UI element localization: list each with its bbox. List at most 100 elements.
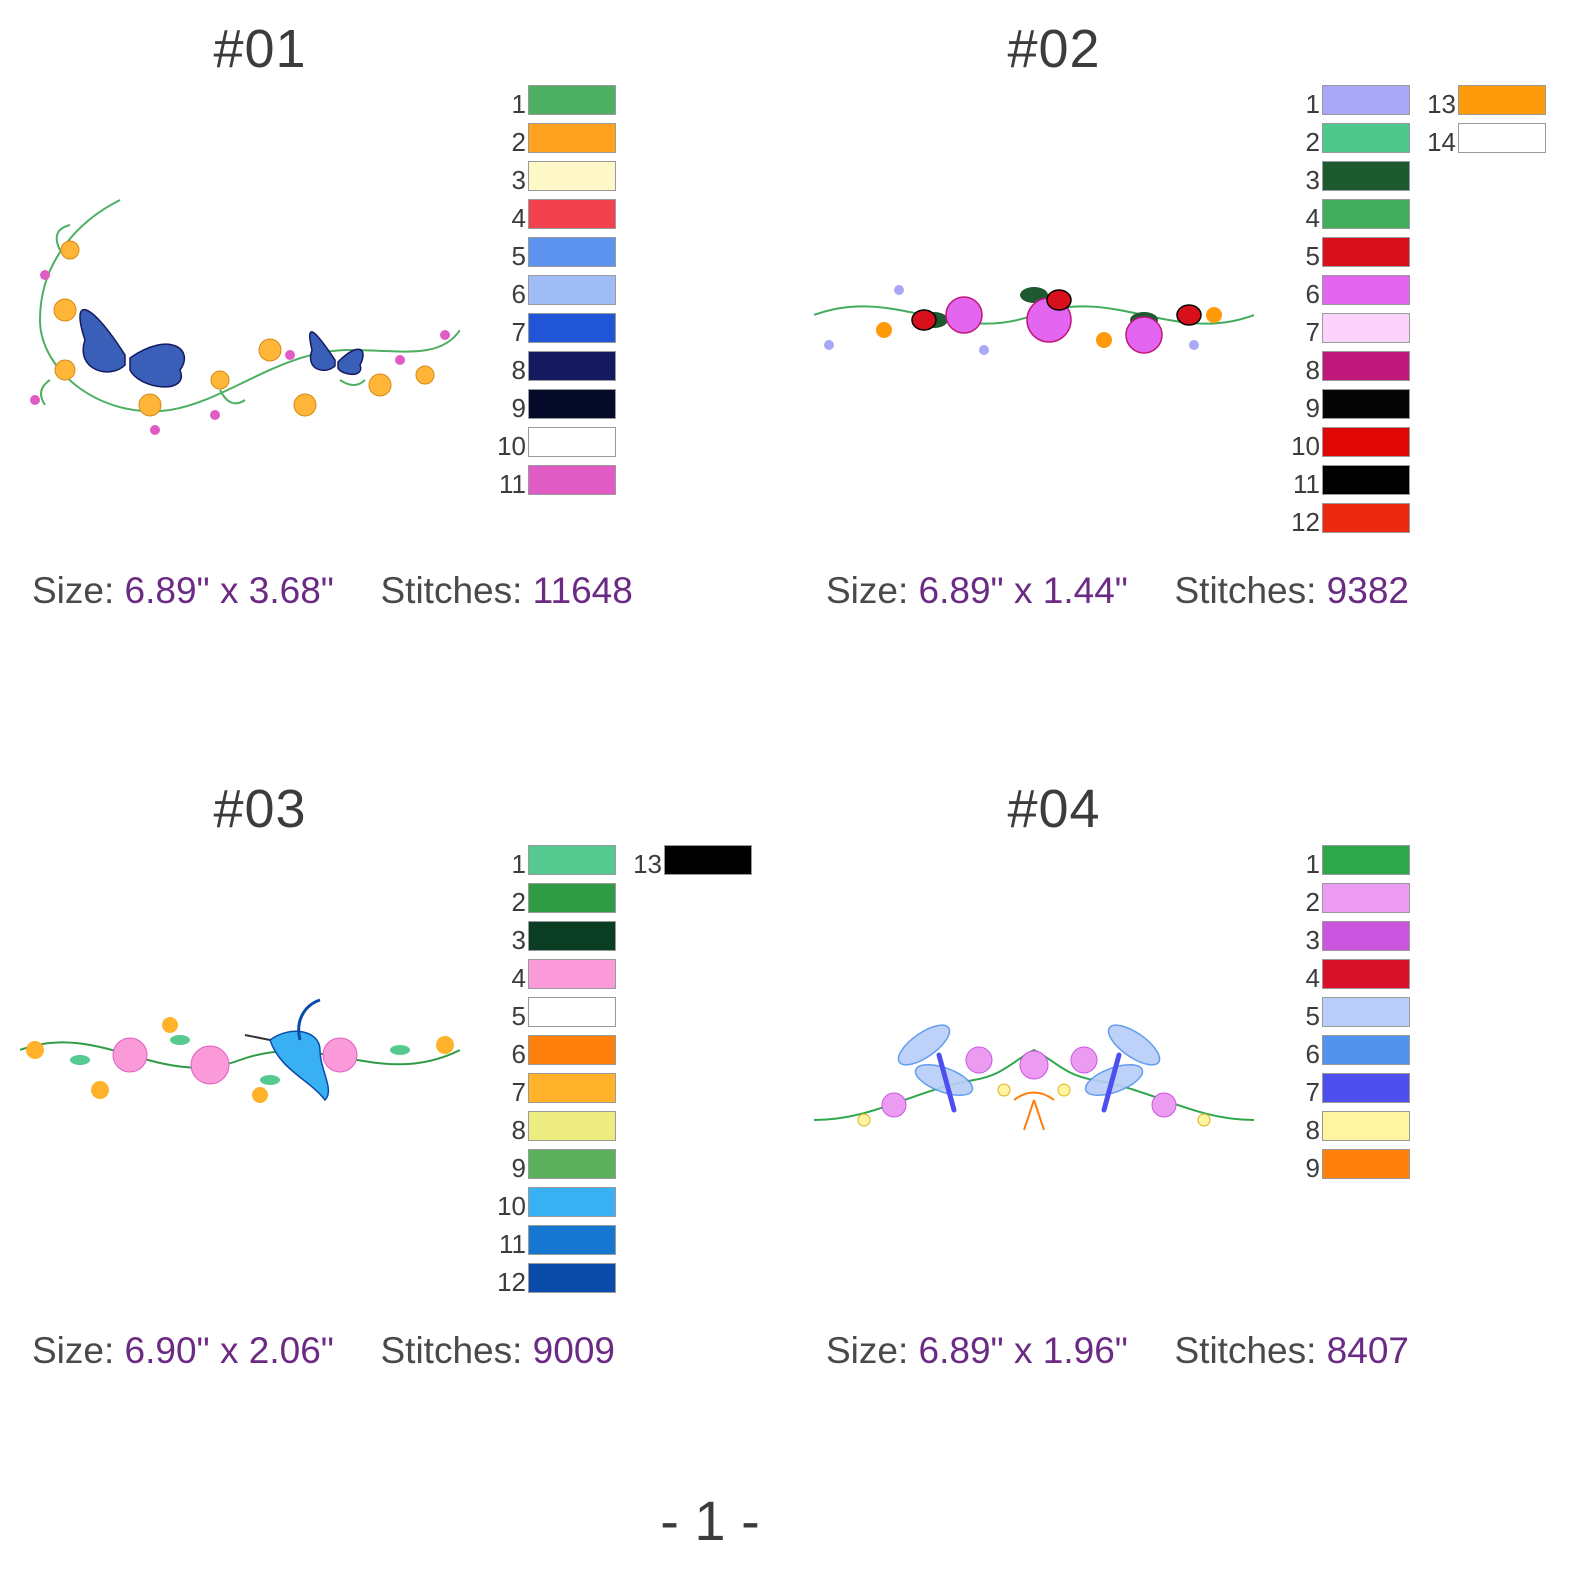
design-title: #01 [213,19,307,79]
thread-swatch-number: 5 [511,241,526,271]
thread-swatch-number: 8 [511,355,526,385]
thread-swatch-number: 7 [1305,1077,1320,1107]
thread-swatch-row: 7 [1282,1073,1422,1111]
thread-swatch-row: 4 [488,959,628,997]
thread-color-swatch [528,997,616,1027]
design-info: Size: 6.90" x 2.06" Stitches: 9009 [32,1330,615,1372]
size-label: Size: [32,1330,115,1371]
thread-swatch-number: 9 [1305,393,1320,423]
thread-swatch-row: 8 [488,1111,628,1149]
thread-swatch-number: 14 [1427,127,1456,157]
thread-swatch-row: 10 [488,427,628,465]
thread-swatch-row: 10 [1282,427,1422,465]
design-width: 6.89" [918,570,1004,611]
thread-color-swatch [528,161,616,191]
thread-color-swatch [528,1263,616,1293]
thread-swatch-row: 5 [488,997,628,1035]
thread-swatch-row: 13 [624,845,764,883]
thread-color-swatch [528,883,616,913]
thread-swatch-number: 3 [1305,925,1320,955]
thread-swatch-number: 11 [499,469,526,499]
thread-swatch-number: 12 [497,1267,526,1297]
thread-swatch-number: 6 [1305,279,1320,309]
thread-color-swatch [528,1111,616,1141]
thread-swatch-number: 6 [1305,1039,1320,1069]
thread-swatch-number: 7 [511,317,526,347]
design-width: 6.90" [124,1330,210,1371]
thread-swatch-number: 7 [1305,317,1320,347]
thread-swatch-row: 2 [488,883,628,921]
thread-color-swatch [1322,465,1410,495]
thread-color-swatch [528,1187,616,1217]
thread-color-swatch [1322,1111,1410,1141]
thread-swatch-number: 6 [511,1039,526,1069]
thread-swatch-number: 10 [497,431,526,461]
stitch-count: 9009 [532,1330,615,1371]
thread-swatch-number: 3 [511,165,526,195]
design-width: 6.89" [918,1330,1004,1371]
thread-color-swatch [1322,921,1410,951]
thread-swatch-row: 9 [1282,389,1422,427]
thread-swatch-number: 4 [1305,963,1320,993]
thread-color-swatch [1322,161,1410,191]
thread-color-swatch [1322,959,1410,989]
thread-swatch-number: 5 [1305,241,1320,271]
thread-swatch-row: 11 [1282,465,1422,503]
thread-color-swatch [528,427,616,457]
thread-swatch-row: 7 [488,1073,628,1111]
thread-swatch-number: 2 [511,887,526,917]
stitch-count: 9382 [1326,570,1409,611]
ladybug-floral-border-image [814,285,1254,355]
thread-swatch-number: 10 [1291,431,1320,461]
thread-color-swatch [1322,123,1410,153]
thread-swatch-row: 3 [1282,161,1422,199]
thread-swatch-row: 8 [1282,1111,1422,1149]
thread-color-swatch [1322,275,1410,305]
thread-color-swatch [1322,503,1410,533]
thread-swatch-number: 2 [1305,887,1320,917]
thread-swatch-row: 6 [1282,275,1422,313]
thread-swatch-row: 4 [1282,199,1422,237]
thread-swatch-number: 11 [1293,469,1320,499]
thread-swatch-number: 5 [1305,1001,1320,1031]
thread-swatch-row: 4 [1282,959,1422,997]
thread-color-swatch [1458,123,1546,153]
times-sign: x [1013,1330,1033,1371]
thread-swatch-row: 6 [1282,1035,1422,1073]
thread-swatch-number: 13 [1427,89,1456,119]
thread-color-swatch [528,465,616,495]
thread-swatch-number: 9 [511,1153,526,1183]
design-width: 6.89" [124,570,210,611]
thread-swatch-number: 7 [511,1077,526,1107]
times-sign: x [219,570,239,611]
design-title: #02 [1007,19,1101,79]
thread-swatch-row: 8 [488,351,628,389]
thread-swatch-row: 6 [488,1035,628,1073]
thread-color-swatch [1458,85,1546,115]
thread-swatch-number: 10 [497,1191,526,1221]
thread-color-swatch [1322,389,1410,419]
design-height: 1.96" [1042,1330,1128,1371]
thread-color-swatch [528,275,616,305]
size-label: Size: [32,570,115,611]
stitches-label: Stitches: [1174,1330,1317,1371]
thread-swatch-number: 1 [1305,89,1320,119]
thread-color-swatch [528,1035,616,1065]
thread-swatch-number: 1 [1305,849,1320,879]
butterfly-floral-swag-image [30,199,460,435]
thread-swatch-row: 9 [488,389,628,427]
thread-swatch-number: 4 [511,203,526,233]
thread-swatch-number: 5 [511,1001,526,1031]
times-sign: x [219,1330,239,1371]
thread-swatch-number: 2 [1305,127,1320,157]
thread-color-swatch [528,1225,616,1255]
thread-color-swatch [1322,845,1410,875]
thread-swatch-row: 3 [1282,921,1422,959]
thread-swatch-row: 4 [488,199,628,237]
design-title: #03 [213,779,307,839]
thread-swatch-number: 1 [511,849,526,879]
thread-swatch-number: 6 [511,279,526,309]
thread-swatch-number: 8 [511,1115,526,1145]
thread-swatch-row: 3 [488,921,628,959]
thread-swatch-number: 8 [1305,355,1320,385]
